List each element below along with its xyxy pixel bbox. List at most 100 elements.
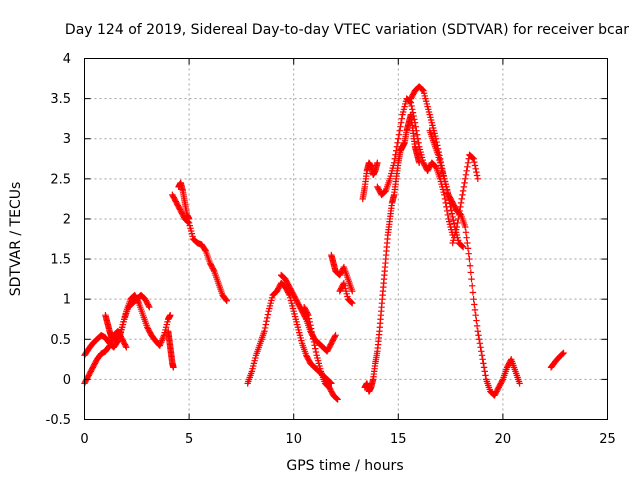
series-seg11 xyxy=(336,279,356,307)
x-tick-label: 20 xyxy=(495,432,512,447)
data-point xyxy=(415,139,422,146)
data-point xyxy=(468,275,475,283)
data-point xyxy=(263,318,270,325)
series-seg10 xyxy=(328,251,356,295)
series-seg7 xyxy=(244,279,335,387)
data-point xyxy=(473,172,481,179)
data-point xyxy=(448,210,456,217)
data-point xyxy=(469,154,476,161)
data-point xyxy=(309,332,316,339)
y-tick-label: 1.5 xyxy=(50,253,71,268)
data-point xyxy=(333,395,341,402)
data-point xyxy=(264,314,271,322)
data-point xyxy=(471,162,479,169)
data-point xyxy=(413,131,421,138)
data-point xyxy=(478,352,486,359)
data-point xyxy=(307,322,314,329)
data-point xyxy=(262,321,270,328)
data-point xyxy=(448,207,455,214)
data-point xyxy=(455,215,462,223)
data-point xyxy=(395,131,403,138)
data-point xyxy=(443,186,451,194)
data-point xyxy=(264,311,272,318)
y-tick-label: 4 xyxy=(63,52,71,67)
y-tick-label: 0.5 xyxy=(50,333,71,348)
data-point xyxy=(170,364,177,371)
data-point xyxy=(454,219,461,227)
data-point xyxy=(123,344,130,351)
data-point xyxy=(470,295,477,303)
data-point xyxy=(457,203,464,211)
data-point xyxy=(462,171,470,179)
series-seg13 xyxy=(361,111,423,395)
data-point xyxy=(349,287,356,295)
data-point xyxy=(398,115,405,122)
data-point xyxy=(456,207,463,215)
data-point xyxy=(474,328,481,335)
data-point xyxy=(457,199,465,207)
data-point xyxy=(443,183,450,191)
data-point xyxy=(459,187,467,195)
y-tick-label: 0 xyxy=(63,373,71,388)
series-seg3 xyxy=(102,291,153,343)
data-point xyxy=(479,356,486,363)
data-point xyxy=(478,348,485,355)
data-point xyxy=(464,245,472,252)
x-tick-label: 0 xyxy=(80,432,88,447)
data-point xyxy=(332,332,339,339)
data-point xyxy=(469,154,477,162)
data-point xyxy=(475,336,483,343)
data-point xyxy=(469,282,476,289)
data-point xyxy=(393,143,401,150)
x-tick-label: 25 xyxy=(599,432,616,447)
data-point xyxy=(461,179,468,187)
data-point xyxy=(560,349,567,357)
data-point xyxy=(475,332,482,339)
data-point xyxy=(444,211,452,219)
data-point xyxy=(458,242,465,249)
data-point xyxy=(463,234,470,241)
data-point xyxy=(466,262,474,269)
series-seg15 xyxy=(407,83,523,399)
series-seg8 xyxy=(277,271,339,355)
data-point xyxy=(418,86,426,93)
y-axis-label: SDTVAR / TECUs xyxy=(8,182,24,297)
data-point xyxy=(306,318,313,326)
series-seg6 xyxy=(175,179,193,223)
data-point xyxy=(450,217,457,224)
data-point xyxy=(210,266,217,273)
series-seg16 xyxy=(426,127,467,251)
series-seg4 xyxy=(164,328,177,371)
data-point xyxy=(459,191,466,199)
data-point xyxy=(411,116,418,123)
data-point xyxy=(311,342,318,349)
data-point xyxy=(413,127,420,134)
data-point xyxy=(410,112,417,120)
data-point xyxy=(445,193,452,201)
data-point xyxy=(465,250,472,257)
axis-ticks: 0 5 10 15 20 25 -0.5 0 0.5 1 1.5 2 2.5 3 3.5 4 xyxy=(46,52,616,447)
data-point xyxy=(458,195,465,203)
grid-layer xyxy=(84,58,608,420)
y-tick-label: -0.5 xyxy=(46,413,71,428)
data-point xyxy=(327,379,334,386)
data-point xyxy=(381,189,388,196)
data-point xyxy=(394,139,401,146)
series-seg17 xyxy=(449,151,481,247)
data-point xyxy=(473,322,481,330)
data-point xyxy=(406,98,414,106)
x-tick-label: 15 xyxy=(390,432,407,447)
data-point xyxy=(482,372,489,379)
data-point xyxy=(304,310,311,318)
data-point xyxy=(261,324,269,332)
data-point xyxy=(312,348,320,356)
data-point xyxy=(441,195,449,203)
data-point xyxy=(450,220,458,227)
data-point xyxy=(473,168,480,176)
data-point xyxy=(396,127,403,134)
data-point xyxy=(419,86,426,94)
data-point xyxy=(146,303,153,311)
data-point xyxy=(516,380,523,387)
data-point xyxy=(390,159,398,166)
data-point xyxy=(145,302,152,310)
